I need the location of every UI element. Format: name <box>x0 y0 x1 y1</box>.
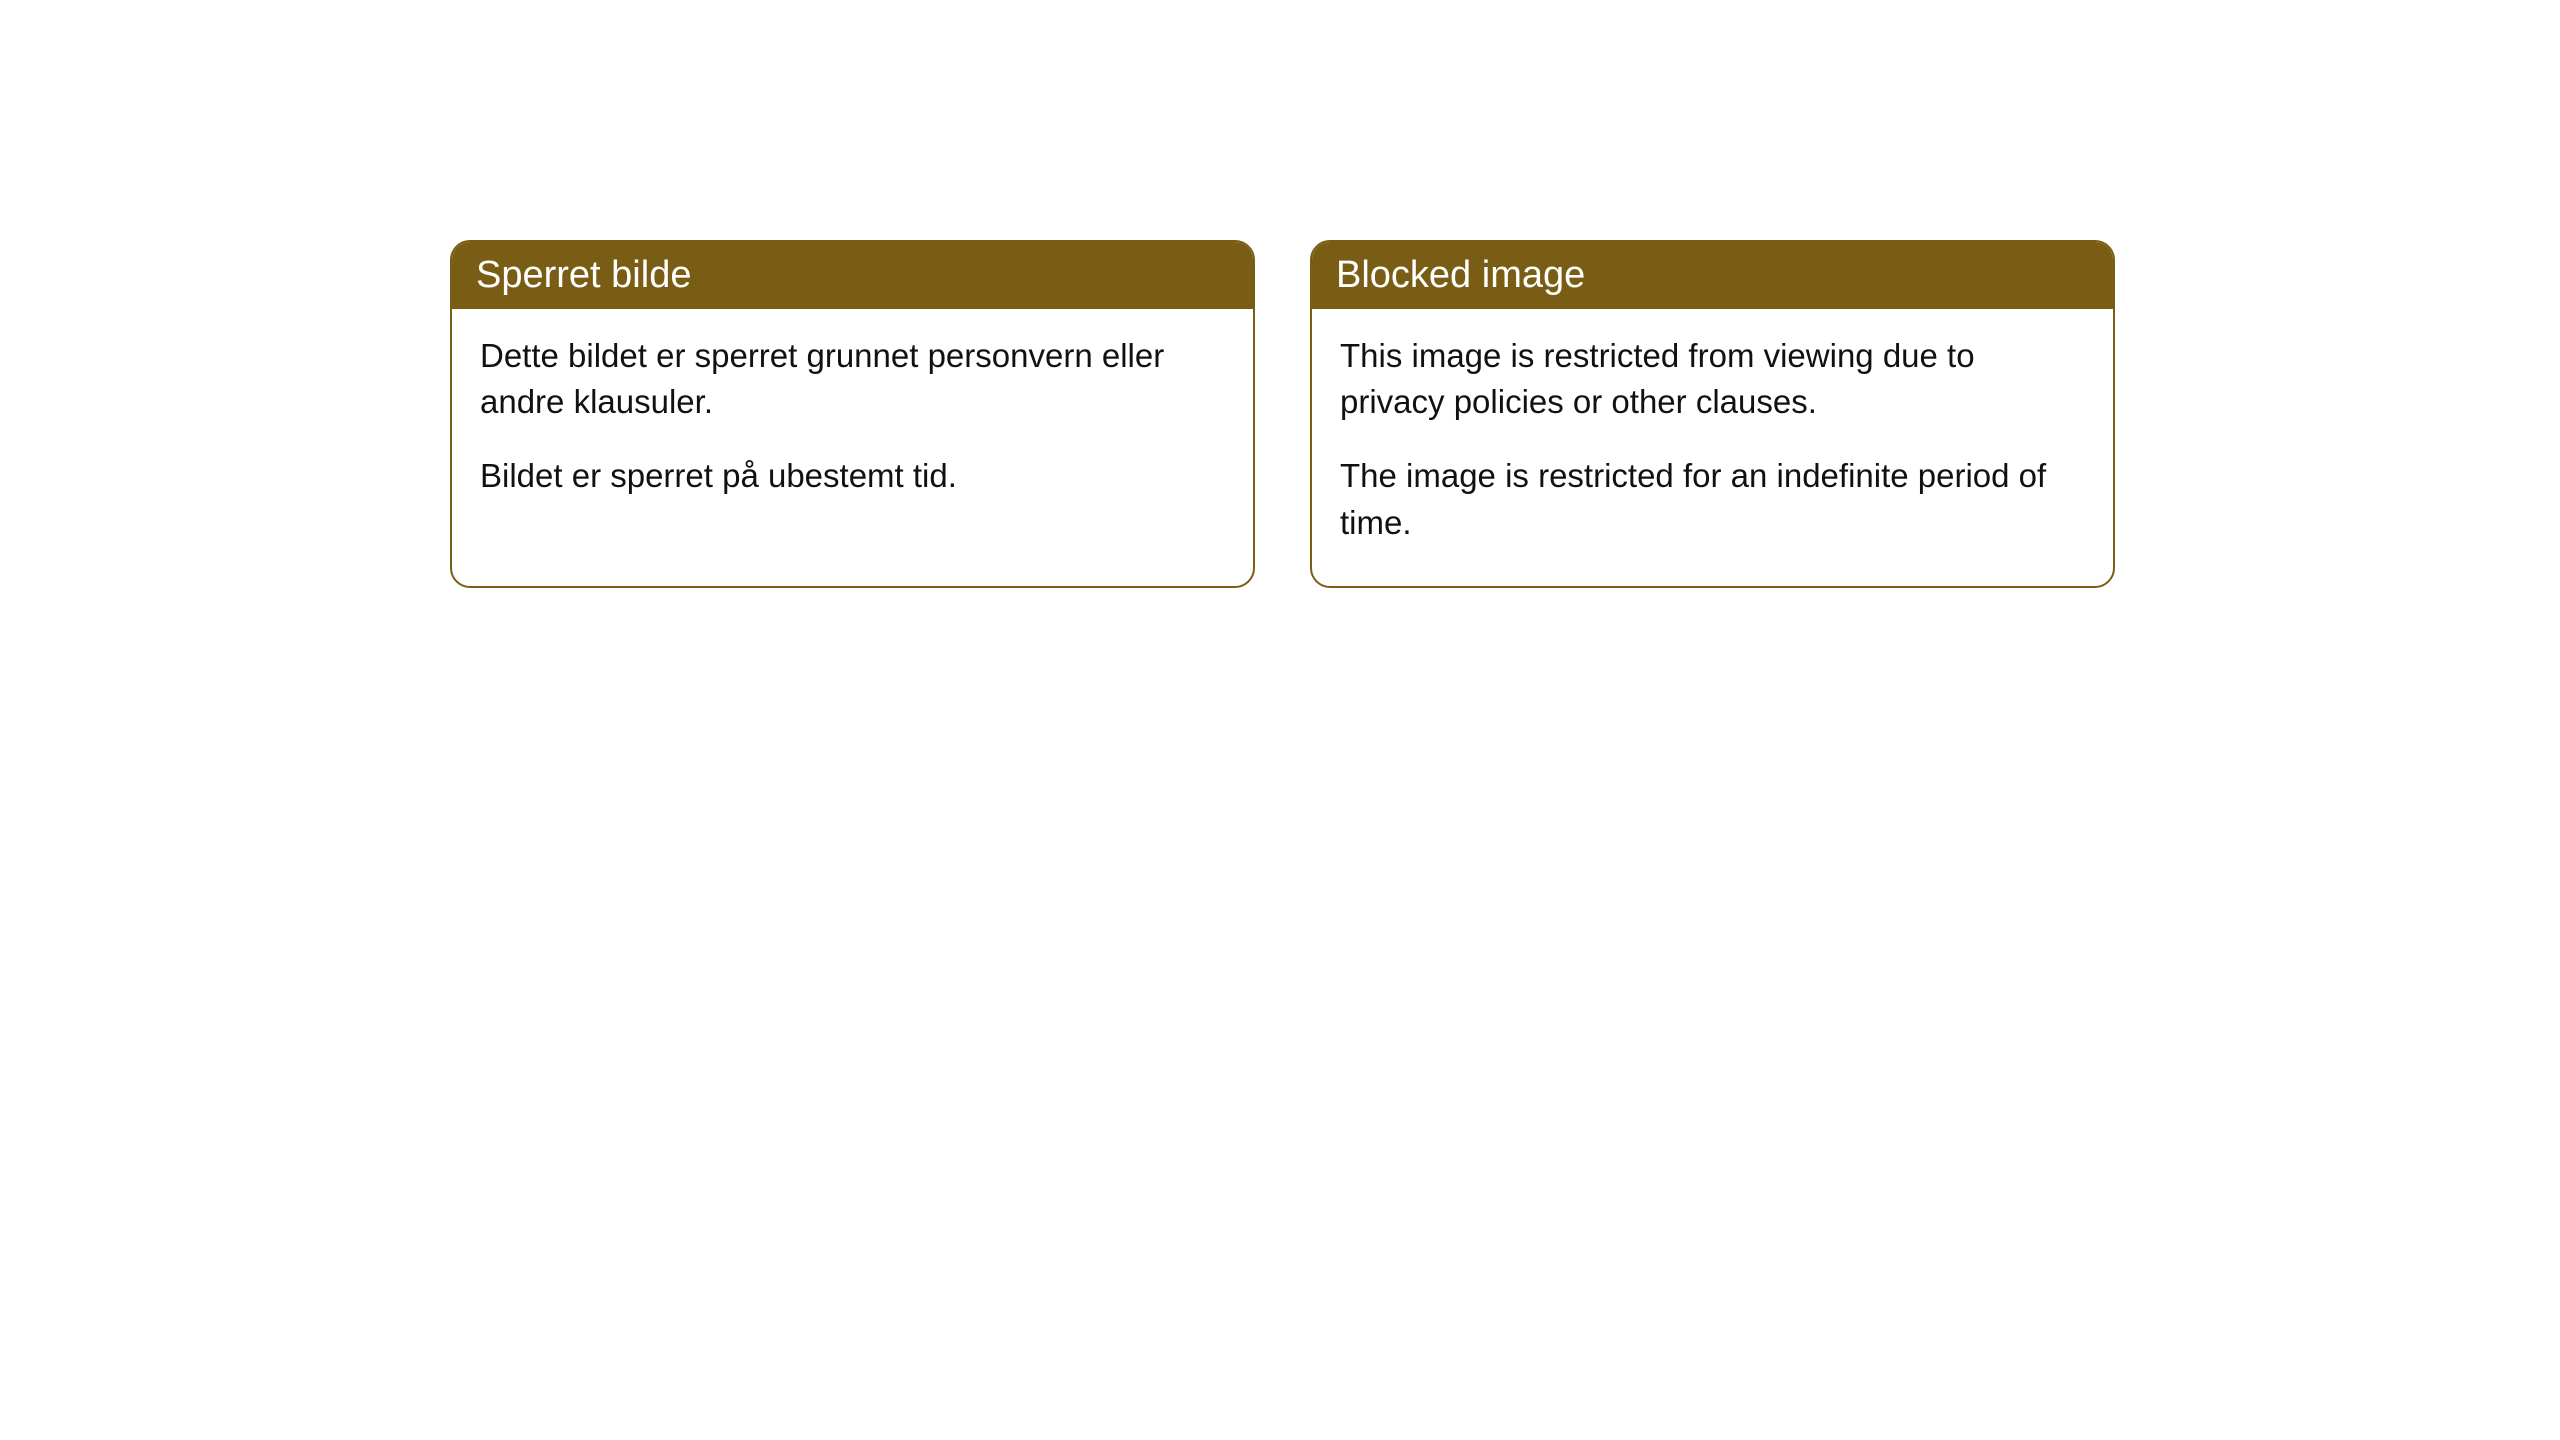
card-paragraph-1: Dette bildet er sperret grunnet personve… <box>480 333 1225 425</box>
card-paragraph-1: This image is restricted from viewing du… <box>1340 333 2085 425</box>
card-header: Blocked image <box>1312 242 2113 309</box>
card-paragraph-2: Bildet er sperret på ubestemt tid. <box>480 453 1225 499</box>
card-container: Sperret bilde Dette bildet er sperret gr… <box>0 0 2560 588</box>
card-title: Sperret bilde <box>476 254 691 296</box>
card-header: Sperret bilde <box>452 242 1253 309</box>
card-title: Blocked image <box>1336 254 1585 296</box>
blocked-image-card-english: Blocked image This image is restricted f… <box>1310 240 2115 588</box>
blocked-image-card-norwegian: Sperret bilde Dette bildet er sperret gr… <box>450 240 1255 588</box>
card-body: This image is restricted from viewing du… <box>1312 309 2113 586</box>
card-paragraph-2: The image is restricted for an indefinit… <box>1340 453 2085 545</box>
card-body: Dette bildet er sperret grunnet personve… <box>452 309 1253 540</box>
